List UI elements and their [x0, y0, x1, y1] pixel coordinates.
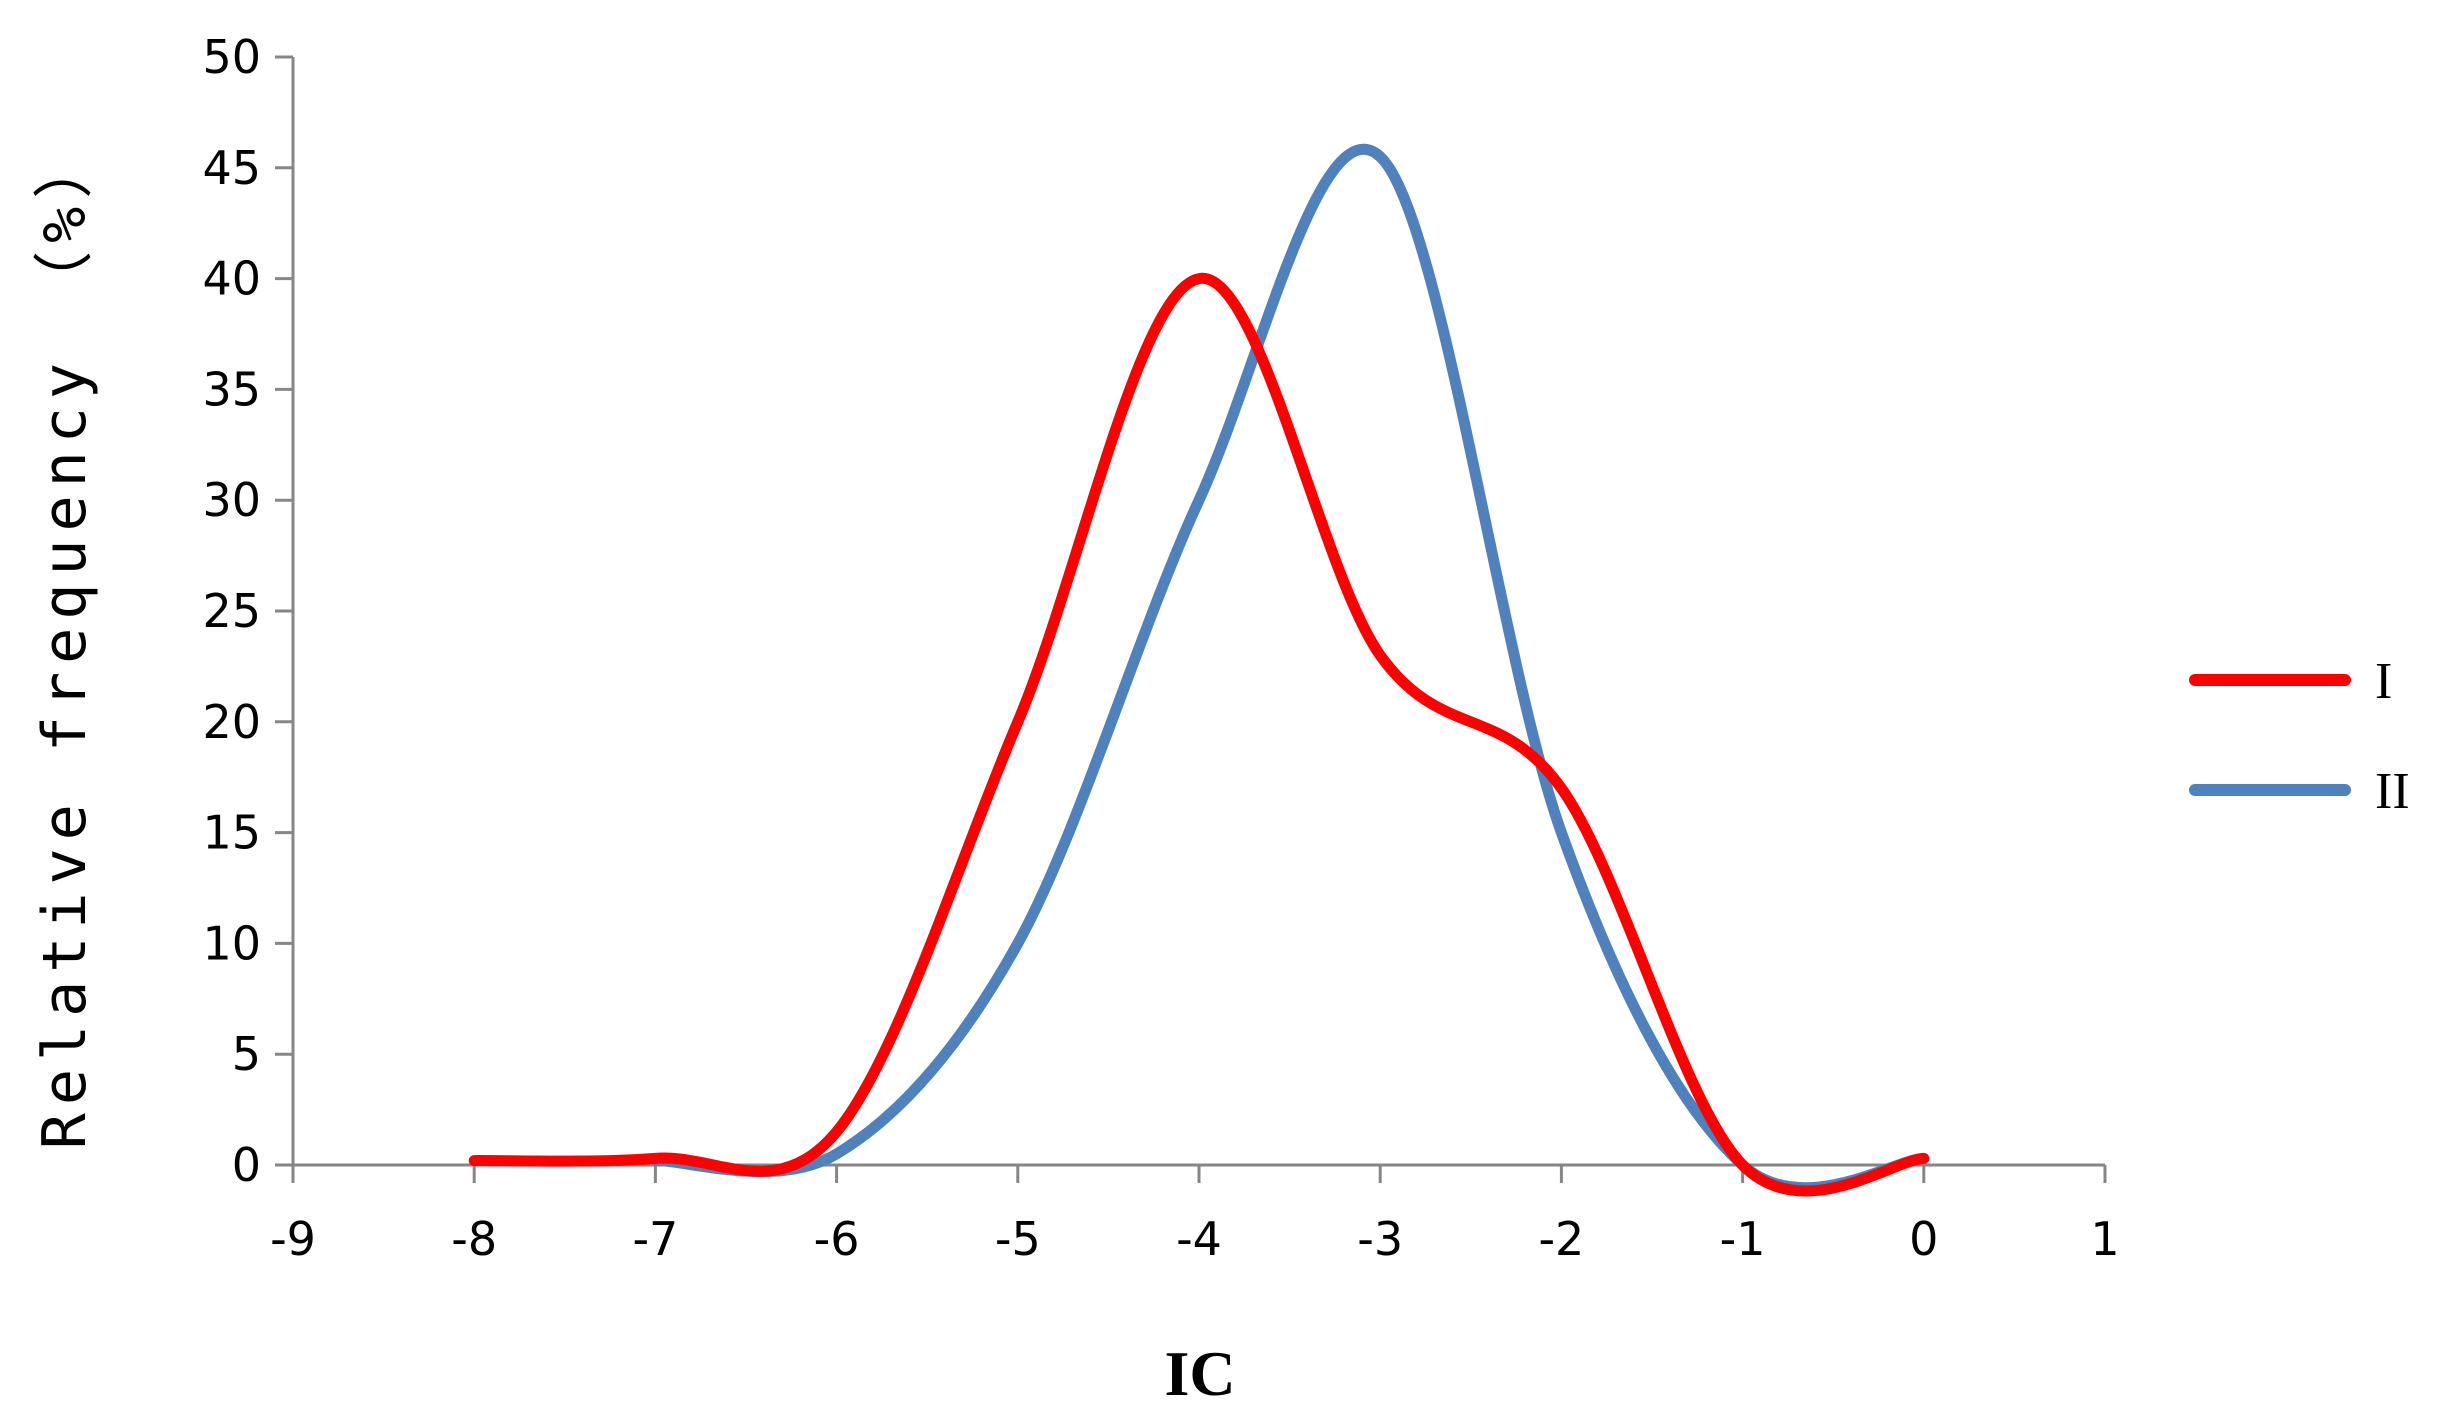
y-tick-label: 0 — [232, 1138, 261, 1192]
y-tick-label: 15 — [202, 806, 261, 860]
x-tick-label: 1 — [2090, 1212, 2119, 1266]
y-tick-label: 5 — [232, 1027, 261, 1081]
x-axis-ticks: -9 -8 -7 -6 -5 -4 -3 -2 -1 0 1 — [270, 1165, 2120, 1266]
x-tick-label: -9 — [270, 1212, 316, 1266]
x-tick-label: -2 — [1538, 1212, 1584, 1266]
y-tick-label: 45 — [202, 141, 261, 195]
y-tick-label: 20 — [202, 695, 261, 749]
y-axis-ticks: 0 5 10 15 20 25 30 35 40 45 50 — [202, 30, 293, 1192]
x-tick-label: -1 — [1720, 1212, 1766, 1266]
y-tick-label: 25 — [202, 584, 261, 638]
x-tick-label: -3 — [1357, 1212, 1403, 1266]
x-tick-label: -7 — [632, 1212, 678, 1266]
legend-label: I — [2375, 653, 2392, 710]
x-tick-label: -6 — [814, 1212, 860, 1266]
y-tick-label: 40 — [202, 252, 261, 306]
x-tick-label: -4 — [1176, 1212, 1222, 1266]
x-tick-label: 0 — [1909, 1212, 1938, 1266]
series-layer — [468, 143, 1930, 1197]
legend: III — [2189, 653, 2410, 820]
y-tick-label: 50 — [202, 30, 261, 84]
y-axis-label: Relative frequency （%） — [30, 131, 100, 1149]
x-axis-label: IC — [1164, 1338, 1235, 1409]
x-tick-label: -8 — [451, 1212, 497, 1266]
y-tick-label: 10 — [202, 916, 261, 970]
y-tick-label: 35 — [202, 362, 261, 416]
series-line-I — [468, 273, 1930, 1197]
series-line-II — [649, 143, 1930, 1194]
legend-label: II — [2375, 763, 2410, 820]
y-tick-label: 30 — [202, 473, 261, 527]
x-tick-label: -5 — [995, 1212, 1041, 1266]
